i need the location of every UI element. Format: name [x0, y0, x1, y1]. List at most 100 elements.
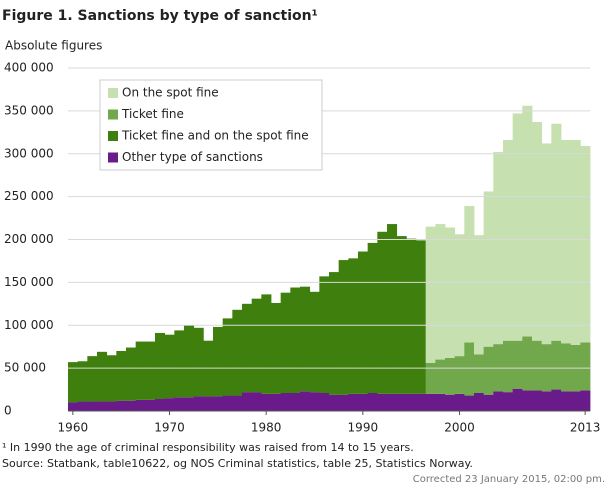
- x-tick-label: 1960: [58, 421, 89, 435]
- bar-segment: [309, 291, 320, 393]
- bar-segment: [184, 397, 195, 411]
- chart-title: Figure 1. Sanctions by type of sanction¹: [2, 8, 318, 24]
- bar-segment: [106, 401, 117, 411]
- bar-segment: [580, 146, 591, 343]
- bar-segment: [319, 392, 330, 411]
- bar-segment: [135, 341, 146, 400]
- y-tick-label: 100 000: [4, 318, 54, 332]
- bar-segment: [541, 143, 552, 345]
- bar-segment: [232, 395, 243, 411]
- bar-segment: [329, 394, 340, 411]
- bar-segment: [126, 400, 137, 411]
- bar-segment: [435, 393, 446, 411]
- legend-swatch: [108, 88, 118, 98]
- bar-segment: [561, 343, 572, 392]
- bar-segment: [184, 325, 195, 398]
- bar-segment: [271, 393, 282, 411]
- bar-segment: [126, 347, 137, 401]
- bar-segment: [435, 359, 446, 394]
- bar-segment: [503, 340, 514, 393]
- bar-segment: [261, 393, 272, 411]
- bar-segment: [338, 394, 349, 411]
- bar-segment: [551, 389, 562, 411]
- bar-segment: [222, 395, 233, 411]
- bar-segment: [300, 391, 311, 411]
- bar-segment: [116, 400, 127, 411]
- bar-segment: [387, 393, 398, 411]
- bar-segment: [561, 391, 572, 411]
- x-tick-label: 1980: [251, 421, 282, 435]
- bar-segment: [203, 396, 214, 411]
- bar-segment: [155, 332, 166, 399]
- bar-segment: [464, 206, 475, 343]
- bar-segment: [135, 399, 146, 411]
- legend-box: [99, 79, 323, 171]
- bar-segment: [522, 390, 533, 411]
- bar-segment: [522, 336, 533, 391]
- bar-segment: [193, 327, 204, 397]
- bar-segment: [522, 105, 533, 337]
- bar-segment: [425, 226, 436, 363]
- bar-segment: [406, 393, 417, 411]
- bar-segment: [300, 286, 311, 392]
- bar-segment: [242, 303, 253, 393]
- x-tick-label: 1970: [154, 421, 185, 435]
- bar-segment: [271, 302, 282, 394]
- legend-label: Ticket fine and on the spot fine: [121, 129, 309, 143]
- bar-segment: [454, 393, 465, 411]
- bar-segment: [309, 392, 320, 411]
- bar-segment: [280, 292, 291, 393]
- bar-segment: [474, 392, 485, 411]
- bar-segment: [174, 330, 185, 398]
- bar-segment: [445, 394, 456, 411]
- bar-segment: [97, 351, 108, 402]
- corrected-note: Corrected 23 January 2015, 02:00 pm.: [413, 474, 605, 485]
- y-tick-label: 400 000: [4, 61, 54, 75]
- footnote: ¹ In 1990 the age of criminal responsibi…: [2, 441, 414, 454]
- source: Source: Statbank, table10622, og NOS Cri…: [2, 457, 473, 470]
- bar-segment: [503, 140, 514, 341]
- bar-segment: [367, 392, 378, 411]
- bar-segment: [319, 276, 330, 393]
- bar-segment: [512, 113, 523, 341]
- legend-swatch: [108, 131, 118, 141]
- bar-segment: [329, 272, 340, 395]
- bar-segment: [387, 224, 398, 394]
- bar-segment: [406, 238, 417, 394]
- bar-segment: [222, 318, 233, 396]
- y-tick-label: 350 000: [4, 103, 54, 117]
- legend-label: Ticket fine: [121, 107, 184, 121]
- bar-segment: [512, 340, 523, 389]
- y-tick-label: 300 000: [4, 146, 54, 160]
- bar-segment: [541, 391, 552, 411]
- bar-segment: [416, 240, 427, 394]
- bar-segment: [155, 398, 166, 411]
- bar-segment: [483, 191, 494, 347]
- bar-segment: [425, 362, 436, 394]
- bar-segment: [348, 258, 359, 394]
- y-tick-label: 150 000: [4, 275, 54, 289]
- bar-segment: [242, 392, 253, 411]
- bar-segment: [97, 401, 108, 411]
- bar-segment: [474, 235, 485, 355]
- legend-swatch: [108, 109, 118, 120]
- bar-segment: [358, 393, 369, 411]
- bar-segment: [425, 393, 436, 411]
- legend-swatch: [108, 152, 118, 163]
- bar-segment: [77, 401, 88, 411]
- bar-segment: [474, 354, 485, 393]
- bar-segment: [232, 309, 243, 396]
- bar-segment: [483, 346, 494, 395]
- bar-segment: [251, 392, 262, 411]
- bar-segment: [377, 231, 388, 394]
- bar-segment: [338, 260, 349, 395]
- y-tick-label: 200 000: [4, 232, 54, 246]
- bar-segment: [396, 393, 407, 411]
- bar-segment: [106, 355, 117, 402]
- bar-segment: [290, 287, 301, 393]
- bar-segment: [68, 362, 79, 403]
- legend-label: Other type of sanctions: [122, 150, 263, 164]
- bar-segment: [561, 140, 572, 344]
- bar-segment: [377, 393, 388, 411]
